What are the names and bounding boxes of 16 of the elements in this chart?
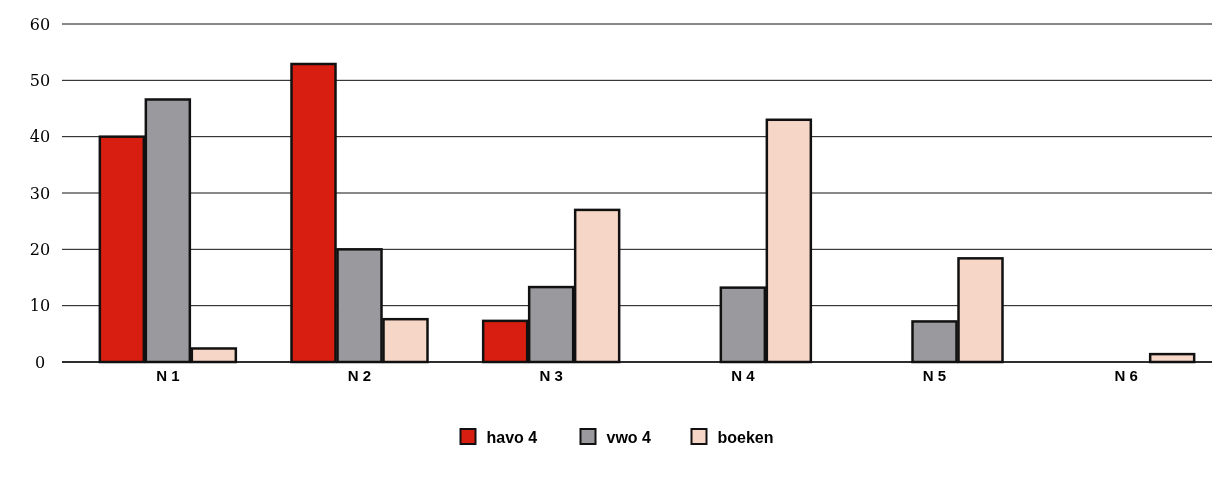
y-tick-label: 60 — [29, 14, 51, 34]
y-tick-label: 20 — [29, 239, 51, 259]
x-tick-label: N 6 — [1114, 367, 1138, 384]
y-tick-label: 50 — [29, 70, 51, 90]
x-tick-label: N 2 — [347, 367, 372, 384]
x-tick-label: N 1 — [156, 367, 180, 384]
y-tick-label: 0 — [34, 352, 46, 372]
y-tick-label: 40 — [29, 127, 51, 147]
legend-label: vwo 4 — [606, 428, 652, 446]
x-tick-label: N 5 — [922, 367, 947, 384]
x-tick-label: N 4 — [731, 367, 756, 384]
y-tick-label: 10 — [29, 296, 51, 316]
legend-label: havo 4 — [486, 428, 538, 446]
x-tick-label: N 3 — [539, 367, 563, 384]
y-tick-label: 30 — [29, 183, 51, 203]
legend-label: boeken — [717, 428, 774, 446]
